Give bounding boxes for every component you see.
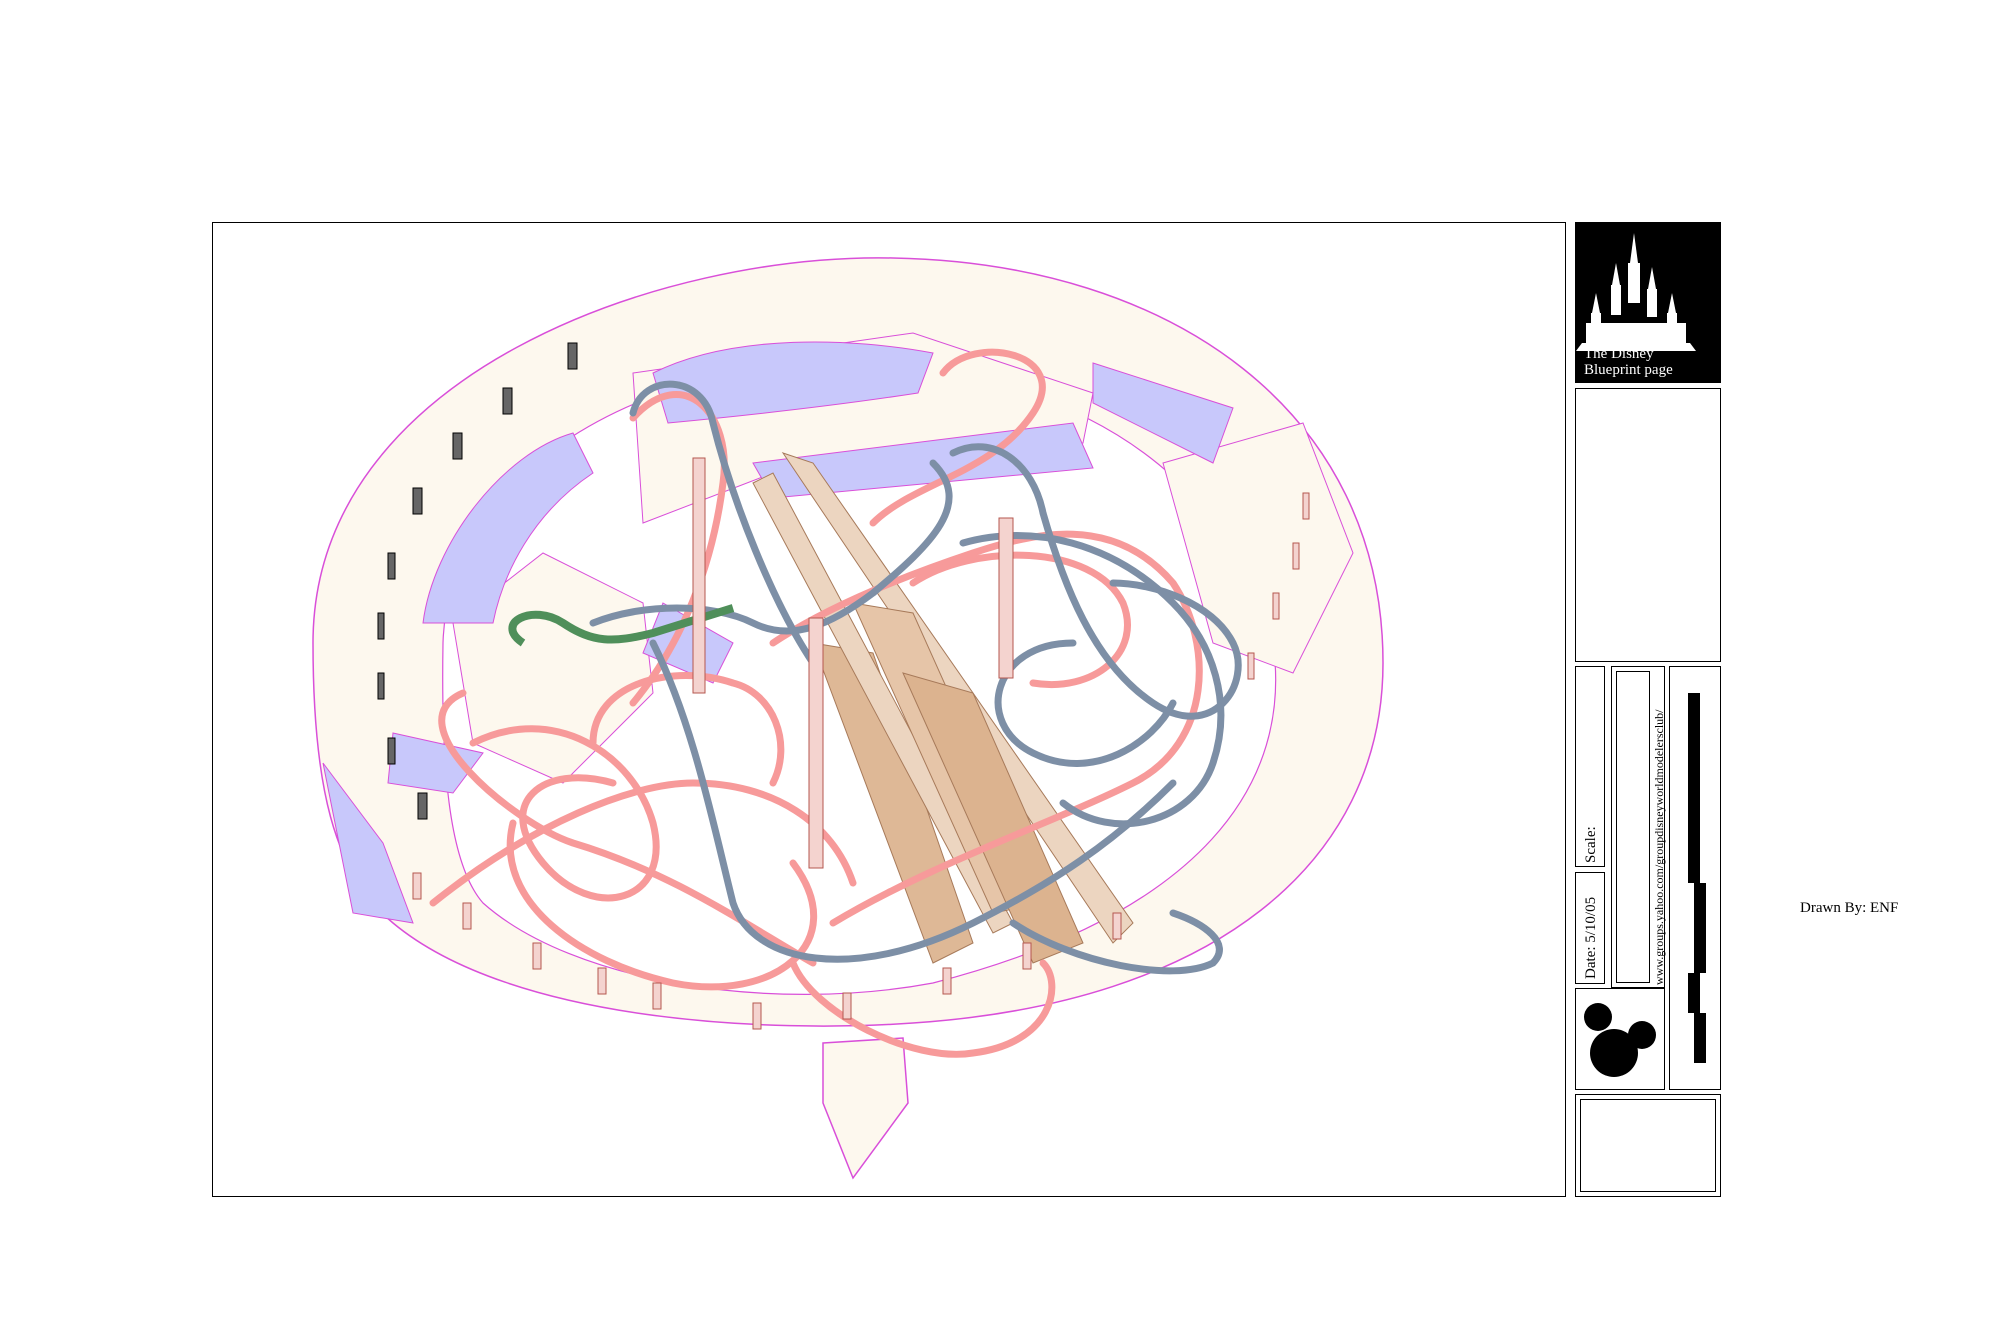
scale-label: Scale: xyxy=(1583,826,1599,863)
bottom-inner-frame xyxy=(1580,1099,1716,1192)
bar-panel xyxy=(1669,666,1721,1090)
pool xyxy=(322,762,414,924)
pool xyxy=(1092,362,1234,464)
layout-isometric-drawing xyxy=(312,257,1384,1180)
date-panel: Date: 5/10/05 xyxy=(1575,872,1605,984)
logo-caption: The Disney Blueprint page xyxy=(1584,346,1673,378)
logo-line-2: Blueprint page xyxy=(1584,362,1673,378)
floor-spur xyxy=(822,1037,909,1180)
scale-panel: Scale: xyxy=(1575,666,1605,867)
blank-panel xyxy=(1575,388,1721,662)
drawn-by-label: Drawn By: ENF xyxy=(1800,900,1899,916)
grey-posts xyxy=(377,342,578,820)
title-block: The Disney Blueprint page Scale: Date: 5… xyxy=(1575,222,1721,1197)
support-columns xyxy=(412,457,1310,1030)
mickey-panel xyxy=(1575,988,1665,1090)
date-text: Date: 5/10/05 xyxy=(1583,896,1599,979)
mickey-head-icon xyxy=(1584,1003,1656,1077)
url-inner-frame xyxy=(1616,671,1650,983)
logo-line-1: The Disney xyxy=(1584,346,1654,362)
logo-panel: The Disney Blueprint page xyxy=(1575,222,1721,383)
url-panel: www.groups.yahoo.com/groupdisneyworldmod… xyxy=(1611,666,1666,988)
pool xyxy=(422,432,594,624)
bottom-panel xyxy=(1575,1094,1721,1197)
pool xyxy=(652,341,934,424)
url-text: www.groups.yahoo.com/groupdisneyworldmod… xyxy=(1652,709,1666,985)
progress-bars xyxy=(1688,693,1706,1063)
track-green xyxy=(508,604,735,647)
drawing-area xyxy=(212,222,1566,1197)
castle-icon xyxy=(1576,233,1696,351)
